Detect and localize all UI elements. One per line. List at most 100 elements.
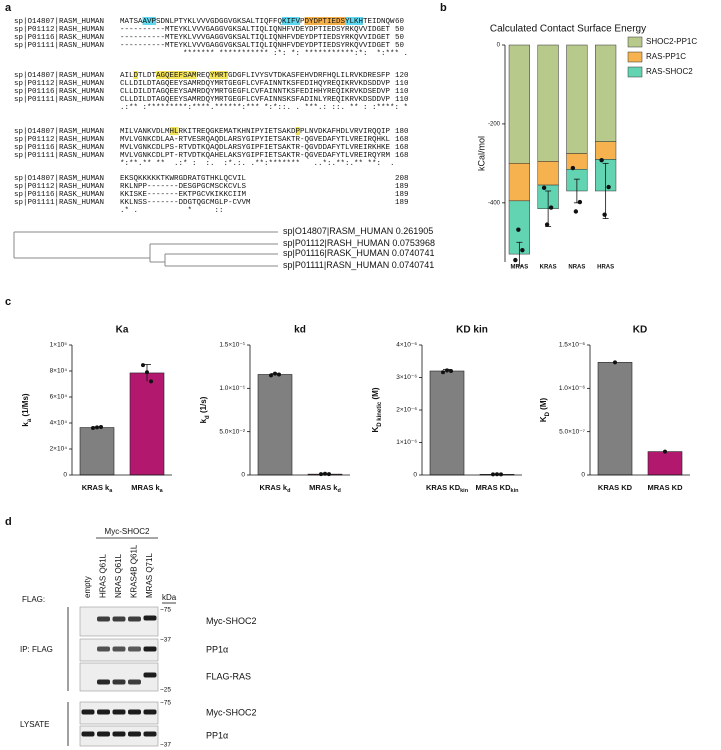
legend-label: SHOC2-PP1C <box>646 37 697 46</box>
band <box>112 616 126 622</box>
sequence-end: 110 <box>395 80 409 88</box>
x-tick-label: MRAS <box>511 265 529 271</box>
band <box>112 646 126 652</box>
data-point <box>516 227 521 232</box>
sequence-name: sp|P01111|RASN_HUMAN <box>14 96 104 104</box>
y-axis-label: kCal/mol <box>476 136 486 171</box>
highlight <box>169 127 179 135</box>
leaf-length: 0.0740741 <box>392 248 435 258</box>
kda-label: kDa <box>162 593 177 602</box>
legend-swatch <box>627 51 643 63</box>
highlight <box>345 17 363 25</box>
sequence-name: sp|O14807|RASM_HUMAN <box>14 128 104 136</box>
data-point <box>149 379 153 384</box>
y-tick-label: 0 <box>581 472 585 479</box>
data-point <box>602 212 607 217</box>
x-tick-label: KRAS <box>540 265 557 271</box>
data-point <box>499 472 503 477</box>
chart-title: kd <box>294 325 306 336</box>
data-point <box>141 363 145 368</box>
bar-segment <box>566 44 588 154</box>
panel-label: b <box>440 2 447 14</box>
bar-segment <box>537 44 559 162</box>
leaf-name: sp|O14807|RASM_HUMAN <box>283 226 393 236</box>
sequence-name: sp|P01111|RASN_HUMAN <box>14 42 104 50</box>
band <box>143 731 157 737</box>
data-point <box>613 360 617 365</box>
band <box>97 646 110 652</box>
x-tick-label: HRAS <box>597 265 614 271</box>
lane-label: MRAS Q71L <box>145 553 154 598</box>
consensus: ******* *********** :*: *: ***********:*… <box>120 50 408 58</box>
blot-label: PP1α <box>206 730 228 740</box>
data-point <box>577 199 583 205</box>
y-axis-label-rest: (1/s) <box>199 396 208 415</box>
tree-leaf: sp|P01116|RASK_HUMAN 0.0740741 <box>283 248 434 258</box>
data-point <box>663 449 667 454</box>
sequence-name: sp|P01116|RASK_HUMAN <box>14 34 104 42</box>
sequence: KKLNSS-------DDGTQGCMGLP-CVVM <box>120 199 251 207</box>
y-axis-label-rest: (M) <box>539 397 548 412</box>
data-point <box>269 373 273 378</box>
sequence-name: sp|P01112|RASH_HUMAN <box>14 136 104 144</box>
x-tick-label: MRAS KDkin <box>476 483 520 494</box>
band <box>128 616 141 622</box>
data-point <box>606 184 611 190</box>
lane-label: empty <box>83 576 92 598</box>
band <box>143 646 157 652</box>
chart-title: KD <box>633 325 647 336</box>
y-tick-label: 0 <box>63 472 67 479</box>
lane-label: KRAS4B Q61L <box>130 544 139 598</box>
sequence-end: 50 <box>395 34 405 42</box>
sequence: ----------MTEYKLVVVGAGGVGKSALTIQLIQNHFVD… <box>120 34 391 42</box>
size-marker: ~37 <box>160 742 171 749</box>
bar <box>257 374 293 476</box>
data-point <box>319 472 323 477</box>
data-point <box>491 472 495 477</box>
sequence: CLLDILDTAGQEEYSAMRDQYMRTGEGFLCVFAINNTKSF… <box>120 80 391 88</box>
sequence-end: 189 <box>395 191 409 199</box>
y-tick-label: 1.0×10⁻¹ <box>219 385 245 392</box>
band <box>143 672 157 678</box>
x-tick-label-main: KRAS k <box>260 483 288 492</box>
band <box>97 731 110 737</box>
panel-label: c <box>5 296 11 308</box>
x-tick-label-sub: d <box>287 488 290 494</box>
y-axis-label: KD kinetic (M) <box>371 387 382 432</box>
sequence-end: 50 <box>395 26 405 34</box>
blot-label: Myc-SHOC2 <box>206 707 257 717</box>
lanes-label: FLAG: <box>22 595 45 604</box>
data-point <box>327 472 331 477</box>
sequence-end: 168 <box>395 136 409 144</box>
bar <box>429 370 465 476</box>
data-point <box>570 165 576 171</box>
panel-label: d <box>5 516 12 528</box>
bar <box>597 362 633 476</box>
band <box>112 731 126 737</box>
x-tick-label-sub: a <box>160 488 164 494</box>
highlight <box>210 71 228 79</box>
x-tick-label-main: MRAS k <box>131 483 160 492</box>
leaf-name: sp|P01116|RASK_HUMAN <box>283 248 389 258</box>
size-marker: ~75 <box>160 607 171 614</box>
data-point <box>544 222 550 227</box>
sequence: MVLVGNKCDLAA-RTVESRQAQDLARSYGIPYIETSAKTR… <box>120 136 391 144</box>
sequence: ----------MTEYKLVVVGAGGVGKSALTIQLIQNHFVD… <box>120 42 391 50</box>
size-marker: ~75 <box>160 700 171 707</box>
y-axis-label-sub: D <box>545 411 551 416</box>
bar-segment <box>508 44 530 164</box>
y-tick-label: 1.0×10⁻⁶ <box>559 385 585 392</box>
sequence-end: 189 <box>395 199 409 207</box>
band <box>128 731 141 737</box>
x-tick-label: KRAS KDkin <box>426 483 469 494</box>
blot-label: Myc-SHOC2 <box>206 616 257 626</box>
y-axis-label-rest: (1/Ms) <box>21 393 30 419</box>
sequence: MVLVGNKCDLPT-RTVDTKQAHELAKSYGIPFIETSAKTR… <box>120 152 391 160</box>
bar-segment <box>537 161 559 186</box>
y-tick-label: 0 <box>241 472 245 479</box>
x-tick-label-main: KRAS KD <box>598 483 633 492</box>
lysate-label: LYSATE <box>20 720 50 729</box>
y-tick-label: 2×10⁻⁶ <box>396 407 417 414</box>
data-point <box>441 370 445 375</box>
x-tick-label: KRAS kd <box>260 483 291 494</box>
